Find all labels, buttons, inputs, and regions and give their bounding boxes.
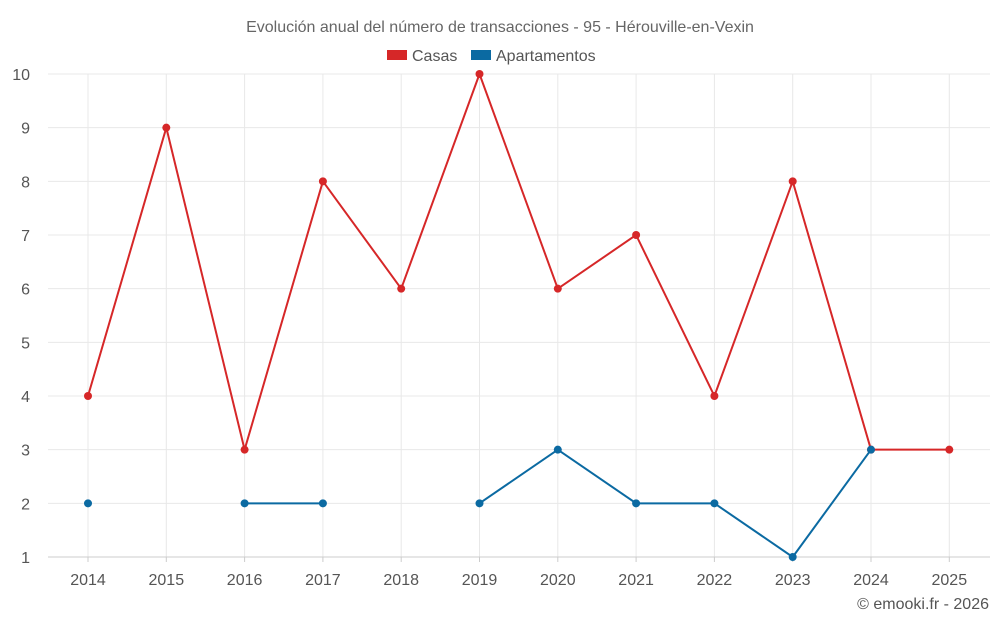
series [84,70,954,561]
data-point-casas[interactable] [710,392,719,400]
data-point-apartamentos[interactable] [475,499,484,508]
axes: 1 2 3 4 5 6 7 8 9 10 2014 2015 2016 2017 2018 2019 2020 2… [12,67,990,589]
data-point-casas[interactable] [397,284,406,293]
x-tick-label: 2025 [932,572,968,589]
grid [48,73,990,558]
y-tick-label: 1 [21,550,30,567]
y-tick-label: 3 [21,443,30,460]
y-tick-label: 4 [21,389,30,406]
legend-label-apartamentos: Apartamentos [496,48,596,65]
x-tick-label: 2018 [383,572,419,589]
x-tick-label: 2015 [149,572,185,589]
data-point-casas[interactable] [632,231,641,239]
y-tick-label: 7 [21,228,30,245]
x-tick-label: 2014 [70,572,106,589]
y-tick-label: 6 [21,282,30,299]
x-tick-label: 2016 [227,572,263,589]
data-point-casas[interactable] [84,392,92,400]
data-point-casas[interactable] [162,123,171,132]
data-point-apartamentos[interactable] [632,499,641,508]
data-point-apartamentos[interactable] [318,499,327,508]
data-point-casas[interactable] [240,445,249,454]
data-point-apartamentos[interactable] [788,553,797,561]
x-tick-label: 2020 [540,572,576,589]
data-point-apartamentos[interactable] [84,499,92,508]
data-point-casas[interactable] [945,445,954,454]
series-line-casas [87,73,950,451]
y-tick-label: 2 [21,496,30,513]
y-tick-label: 5 [21,335,30,352]
data-point-apartamentos[interactable] [710,499,719,508]
series-line-apartamentos [478,448,872,558]
legend-swatch-casas [387,50,407,60]
x-tick-label: 2022 [697,572,733,589]
data-point-apartamentos[interactable] [553,445,562,454]
legend-item-casas[interactable]: Casas [387,48,457,65]
x-tick-label: 2023 [775,572,811,589]
data-point-casas[interactable] [553,284,562,293]
x-tick-label: 2019 [462,572,498,589]
data-point-apartamentos[interactable] [240,499,249,508]
y-tick-label: 9 [21,121,30,138]
data-point-casas[interactable] [475,70,484,78]
series-apartamentos [84,445,875,561]
legend: Casas Apartamentos [387,48,596,65]
chart-title: Evolución anual del número de transaccio… [246,19,754,36]
data-point-apartamentos[interactable] [867,445,875,454]
y-tick-label: 8 [21,174,30,191]
series-casas [84,70,954,454]
legend-swatch-apartamentos [471,50,491,60]
x-tick-label: 2021 [618,572,654,589]
credit-text: © emooki.fr - 2026 [857,596,989,613]
legend-label-casas: Casas [412,48,457,65]
x-tick-label: 2024 [853,572,889,589]
legend-item-apartamentos[interactable]: Apartamentos [471,48,596,65]
x-tick-label: 2017 [305,572,341,589]
data-point-casas[interactable] [788,177,797,186]
data-point-casas[interactable] [318,177,327,186]
y-tick-label: 10 [12,67,30,84]
